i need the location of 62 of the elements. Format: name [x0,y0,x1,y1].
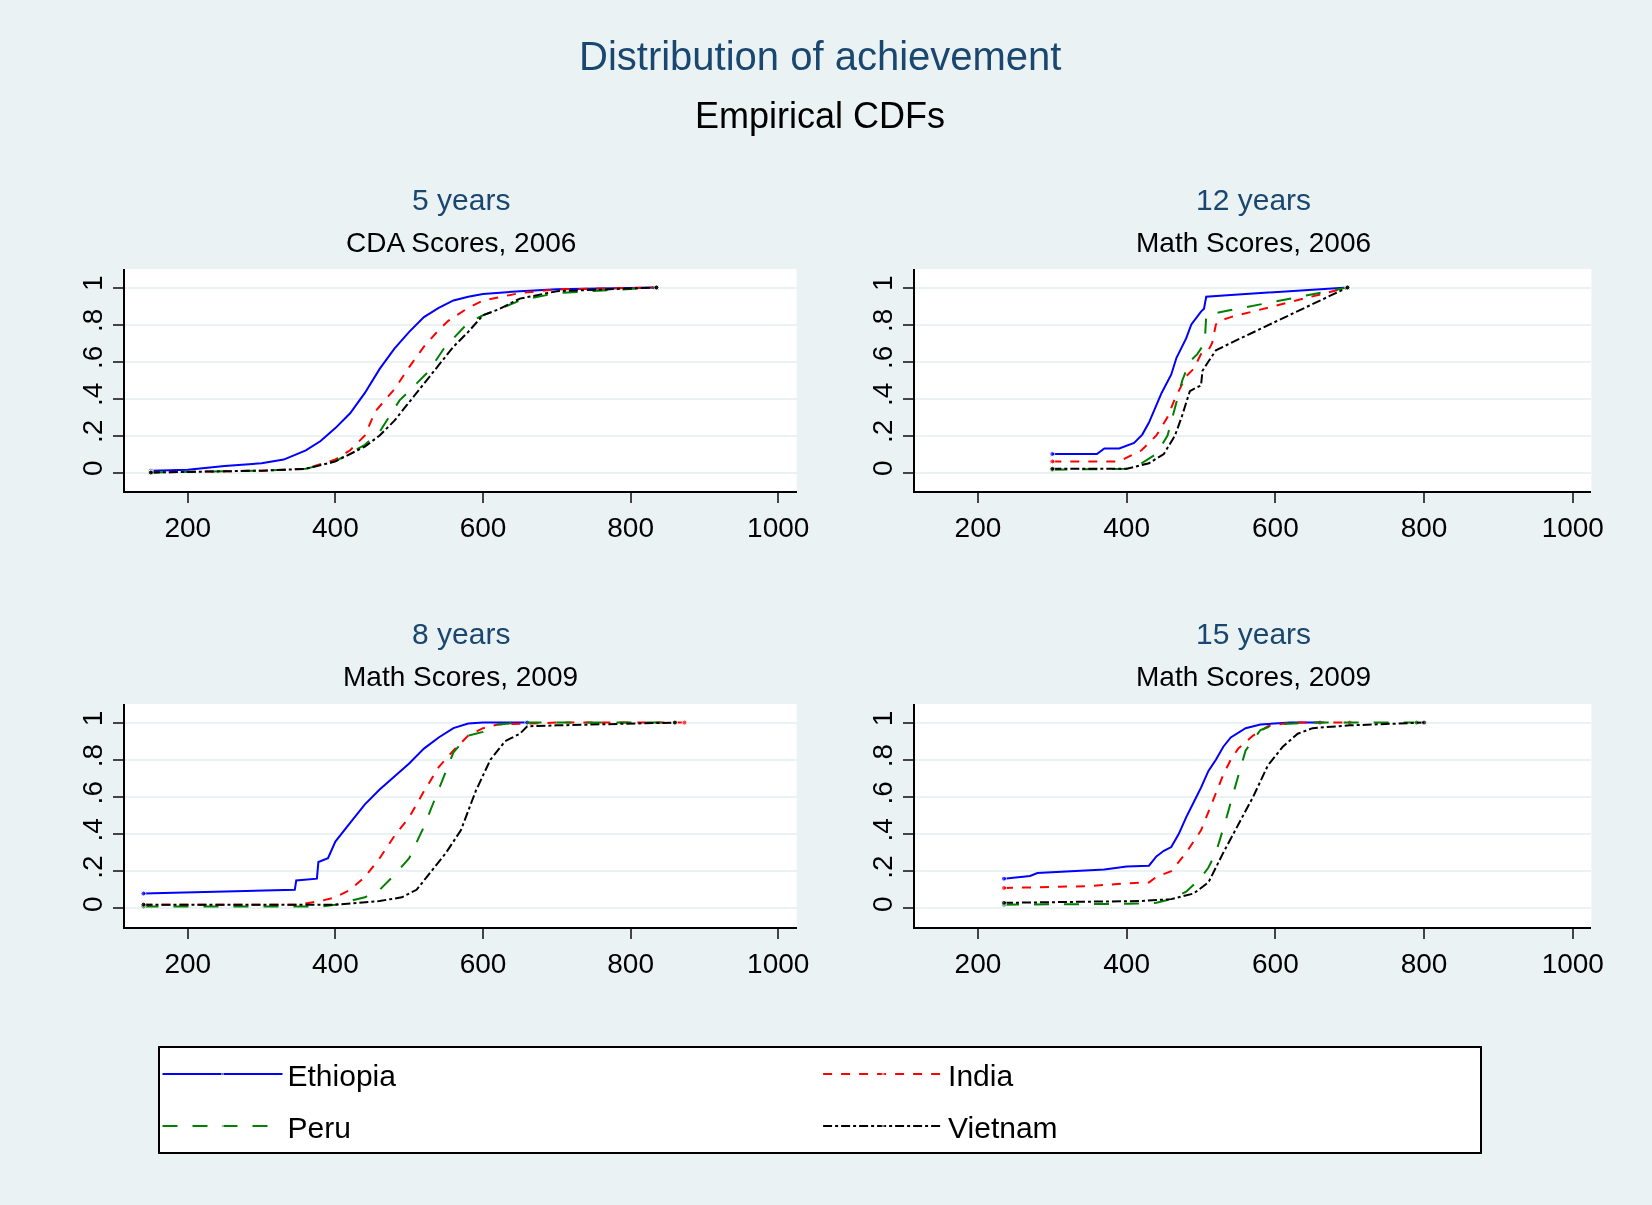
x-tick-label: 600 [459,947,507,979]
y-tick-label: .6 [866,345,898,369]
x-tick-label: 400 [1103,511,1151,543]
legend-label: India [948,1058,1014,1092]
y-tick-label: .8 [76,743,108,768]
x-tick-label: 800 [607,511,654,543]
y-tick-label: .2 [76,419,108,443]
x-tick-label: 200 [164,511,212,543]
y-tick-label: .4 [76,818,108,842]
legend-label: Peru [287,1110,351,1144]
point [1000,875,1007,882]
chart-subtitle: Math Scores, 2009 [1136,661,1372,692]
x-tick-label: 400 [312,511,359,543]
chart-title: 12 years [1196,183,1312,216]
y-tick-label: 0 [866,460,898,477]
chart-subtitle: Math Scores, 2009 [343,661,579,692]
chart-subtitle: CDA Scores, 2006 [346,227,577,258]
y-tick-label: 0 [866,896,898,913]
x-tick-label: 800 [607,947,654,979]
y-tick-label: .6 [866,781,898,805]
legend-label: Vietnam [948,1110,1058,1144]
y-tick-label: .8 [866,743,898,768]
y-tick-label: .4 [866,382,898,406]
chart-subtitle: Math Scores, 2006 [1136,227,1372,258]
chart-title: 5 years [412,183,511,216]
x-tick-label: 200 [954,947,1002,979]
y-tick-label: 1 [866,275,898,292]
y-tick-label: .8 [76,308,108,332]
chart-title: 8 years [412,617,511,650]
x-tick-label: 1000 [1541,947,1604,979]
chart-title: 15 years [1196,617,1312,650]
y-tick-label: .8 [866,308,898,332]
y-tick-label: .2 [866,855,898,879]
legend-label: Ethiopia [287,1058,397,1092]
y-tick-label: .6 [76,781,108,805]
x-tick-label: 800 [1400,947,1448,979]
point [1421,719,1428,726]
x-tick-label: 200 [164,947,212,979]
point [1413,719,1420,726]
x-tick-label: 1000 [747,511,810,543]
y-tick-label: .4 [76,382,108,406]
x-tick-label: 400 [1103,947,1151,979]
x-tick-label: 600 [1252,511,1299,543]
x-tick-label: 1000 [1541,511,1604,543]
y-tick-label: .2 [76,855,108,879]
text: Empirical CDFs [695,95,946,136]
y-tick-label: .2 [866,419,898,443]
x-tick-label: 1000 [747,947,810,979]
y-tick-label: .6 [76,345,108,369]
text: Distribution of achievement [579,34,1062,78]
y-tick-label: 1 [866,710,898,727]
y-tick-label: 1 [76,710,108,727]
x-tick-label: 600 [1252,947,1299,979]
point [1000,884,1007,891]
x-tick-label: 600 [459,511,507,543]
y-tick-label: 1 [76,275,108,292]
y-tick-label: .4 [866,818,898,842]
x-tick-label: 400 [312,947,359,979]
x-tick-label: 200 [954,511,1002,543]
y-tick-label: 0 [76,460,108,477]
x-tick-label: 800 [1400,511,1448,543]
y-tick-label: 0 [76,896,108,913]
